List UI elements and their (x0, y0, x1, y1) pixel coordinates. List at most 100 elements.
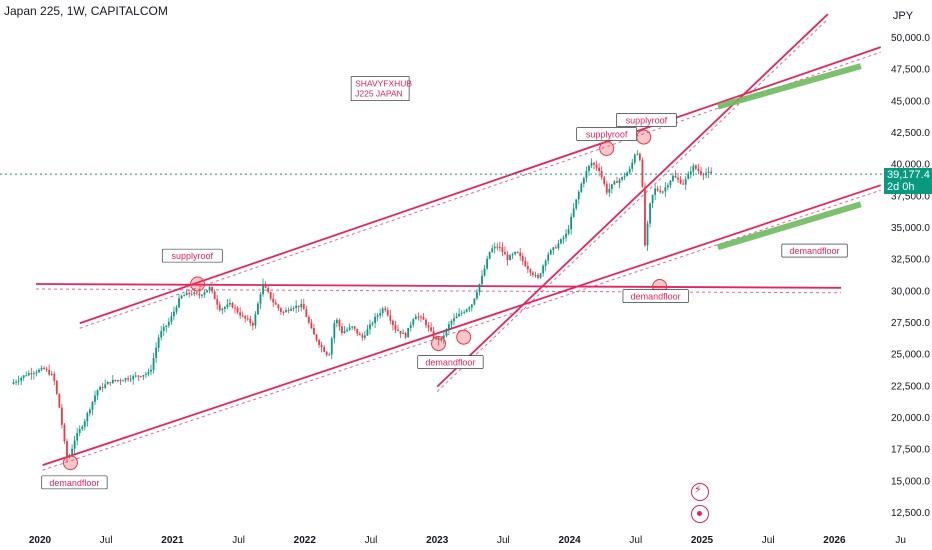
candle-body (488, 251, 491, 259)
pivot-marker[interactable] (599, 140, 615, 156)
steep-trendline-dashed (436, 18, 829, 392)
candle-body (491, 248, 494, 252)
candle-body (610, 184, 613, 189)
candle-body (572, 208, 575, 217)
candle-body (341, 326, 343, 334)
annotation-box[interactable] (417, 355, 484, 369)
candle-body (12, 382, 15, 385)
candle-body (649, 203, 651, 224)
candle-body (427, 325, 430, 328)
candle-body (661, 191, 664, 193)
candle-body (537, 274, 539, 278)
candle-body (694, 165, 697, 169)
candle-body (674, 175, 677, 178)
annotation-box[interactable] (41, 475, 108, 490)
flash-icon[interactable] (691, 483, 709, 501)
candle-body (646, 223, 649, 246)
candle-body (279, 308, 282, 312)
pivot-marker[interactable] (636, 129, 652, 145)
candle-body (565, 233, 567, 238)
candle-body (575, 199, 578, 209)
currency-button[interactable]: JPY (892, 10, 914, 22)
pivot-marker[interactable] (431, 336, 447, 352)
annotation-label: supplyroof (171, 251, 213, 261)
steep-trendline[interactable] (436, 13, 829, 388)
annotation-label: demandfloor (631, 292, 681, 302)
time-axis[interactable]: 2020 Jul 2021 Jul 2022 Jul 2023 Jul 2024 Jul 2025 J… (29, 535, 906, 546)
pivot-marker[interactable] (190, 276, 206, 292)
channel-lower[interactable] (42, 184, 882, 466)
candle-body (363, 335, 366, 338)
candle-body (351, 326, 354, 328)
candle-body (588, 165, 590, 171)
horizontal-resistance[interactable] (36, 283, 842, 289)
annotation-box[interactable] (576, 127, 637, 141)
candle-body (450, 321, 453, 325)
price-tick-label: 42,500.0 (891, 128, 930, 139)
time-tick-label: 2025 (691, 535, 714, 546)
supply-zone[interactable] (717, 63, 862, 110)
candle-body (119, 380, 122, 382)
price-axis[interactable]: 50,000.0 47,500.0 45,000.0 42,500.0 40,000.0… (891, 33, 930, 519)
note-box[interactable] (350, 76, 410, 101)
candle-body (218, 304, 221, 311)
time-tick-label: 2020 (29, 535, 52, 546)
candle-body (628, 168, 631, 173)
target-icon[interactable] (691, 505, 709, 523)
candle-body (78, 428, 81, 434)
time-tick-label: 2026 (823, 535, 846, 546)
drawings-layer (36, 13, 882, 471)
candle-body (422, 316, 425, 320)
candle-body (175, 307, 178, 312)
time-tick-label: 2021 (161, 535, 184, 546)
candle-body (318, 340, 320, 345)
candle-body (114, 379, 117, 381)
annotation-box[interactable] (781, 243, 848, 258)
candle-body (414, 316, 417, 320)
candle-body (595, 164, 598, 168)
candle-body (315, 334, 318, 341)
pivot-marker[interactable] (456, 329, 472, 345)
candle-body (300, 303, 303, 308)
candle-body (539, 273, 542, 278)
pivot-marker[interactable] (62, 455, 78, 471)
candle-body (38, 369, 40, 373)
candle-body (689, 171, 692, 174)
candle-body (687, 173, 690, 180)
candle-body (544, 260, 547, 266)
candle-body (516, 251, 519, 253)
candle-body (524, 261, 527, 267)
demand-zone[interactable] (717, 201, 862, 251)
annotation-box[interactable] (616, 113, 677, 127)
candle-body (43, 367, 45, 369)
candle-body (328, 354, 331, 356)
candle-body (511, 254, 514, 256)
candle-body (656, 188, 659, 191)
candle-body (582, 178, 585, 184)
candle-body (167, 321, 170, 326)
candle-body (442, 335, 445, 339)
candle-body (608, 188, 611, 193)
candle-body (162, 327, 165, 332)
candle-body (435, 337, 438, 339)
annotation-box[interactable] (161, 248, 223, 263)
candle-body (684, 179, 687, 185)
candle-body (633, 154, 636, 163)
candle-body (333, 323, 336, 339)
candle-body (616, 181, 618, 183)
candle-body (521, 256, 524, 262)
candle-body (549, 250, 552, 255)
candle-body (193, 292, 196, 295)
candle-body (417, 316, 420, 318)
candle-body (626, 172, 629, 177)
time-tick-label: Jul (497, 535, 510, 546)
annotation-box[interactable] (622, 289, 689, 303)
channel-upper[interactable] (79, 46, 882, 325)
candle-body (346, 329, 348, 332)
price-tick-label: 50,000.0 (891, 33, 930, 44)
symbol-title[interactable]: Japan 225, 1W, CAPITALCOM (4, 4, 168, 18)
candle-body (185, 292, 188, 296)
candle-body (269, 292, 272, 299)
